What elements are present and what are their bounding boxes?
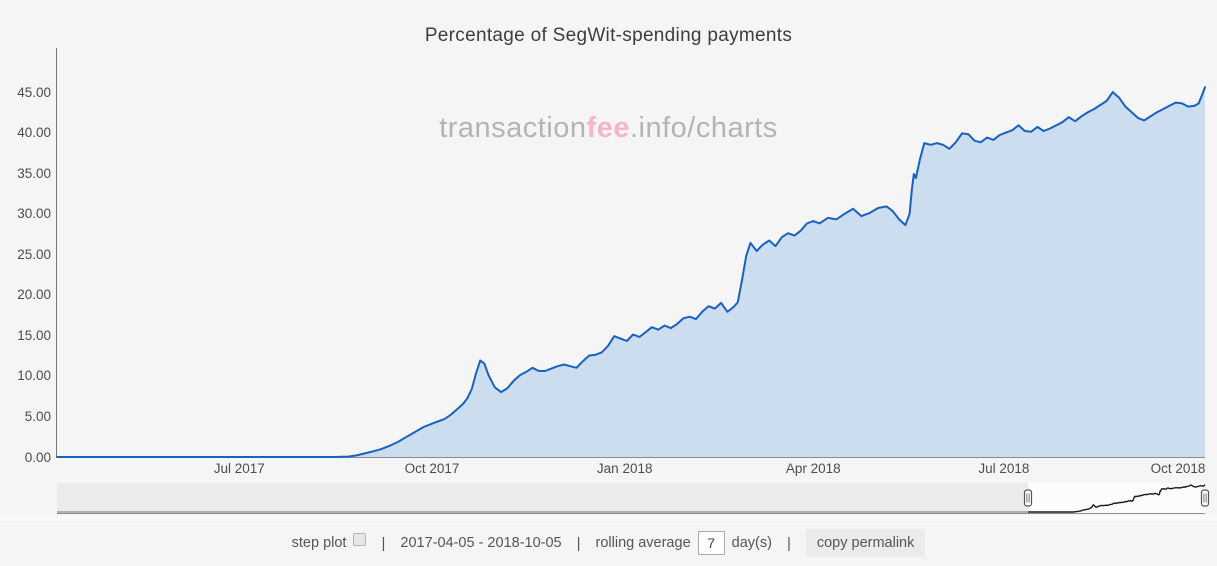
date-range-text: 2017-04-05 - 2018-10-05 bbox=[400, 535, 562, 551]
x-tick-label: Jan 2018 bbox=[596, 461, 653, 476]
y-tick-label: 0.00 bbox=[24, 449, 51, 465]
y-tick-label: 30.00 bbox=[17, 206, 51, 222]
y-tick-label: 5.00 bbox=[24, 408, 51, 424]
x-tick-label: Oct 2018 bbox=[1150, 461, 1206, 476]
copy-permalink-button[interactable]: copy permalink bbox=[805, 529, 926, 557]
y-tick-label: 40.00 bbox=[17, 125, 51, 141]
y-tick-label: 10.00 bbox=[17, 368, 51, 384]
x-tick-label: Apr 2018 bbox=[785, 461, 841, 476]
x-tick-label: Jul 2017 bbox=[213, 461, 265, 476]
range-selector-mini-line bbox=[1028, 484, 1206, 513]
rolling-average-input[interactable] bbox=[697, 531, 725, 555]
range-selector-left-handle[interactable] bbox=[1023, 489, 1033, 507]
rolling-average-group: rolling average day(s) bbox=[596, 531, 772, 555]
y-tick-label: 35.00 bbox=[17, 165, 51, 181]
range-selector-right-handle[interactable] bbox=[1200, 489, 1210, 507]
main-chart-plot[interactable] bbox=[56, 48, 1206, 458]
range-selector[interactable] bbox=[57, 483, 1210, 515]
y-tick-label: 15.00 bbox=[17, 327, 51, 343]
step-plot-group: step plot bbox=[291, 532, 367, 551]
step-plot-checkbox[interactable] bbox=[353, 532, 367, 546]
page-title: Percentage of SegWit-spending payments bbox=[424, 25, 793, 46]
y-tick-label: 45.00 bbox=[17, 84, 51, 100]
y-tick-label: 20.00 bbox=[17, 287, 51, 303]
step-plot-label: step plot bbox=[291, 535, 347, 551]
x-axis-line bbox=[57, 457, 1205, 458]
days-label: day(s) bbox=[731, 535, 772, 551]
divider-icon: | bbox=[381, 534, 386, 552]
x-tick-label: Jul 2018 bbox=[978, 461, 1030, 476]
x-tick-label: Oct 2017 bbox=[404, 461, 460, 476]
y-axis-line bbox=[56, 48, 57, 457]
rolling-average-label: rolling average bbox=[595, 535, 691, 551]
divider-icon: | bbox=[576, 534, 581, 552]
series-area-fill bbox=[57, 87, 1205, 457]
chart-controls-bar: step plot | 2017-04-05 - 2018-10-05 | ro… bbox=[0, 528, 1217, 558]
y-tick-label: 25.00 bbox=[17, 246, 51, 262]
range-selector-base-strip bbox=[0, 515, 1217, 521]
series-line bbox=[56, 86, 1206, 458]
divider-icon: | bbox=[786, 534, 791, 552]
range-selector-unselected-shade bbox=[57, 483, 1028, 513]
